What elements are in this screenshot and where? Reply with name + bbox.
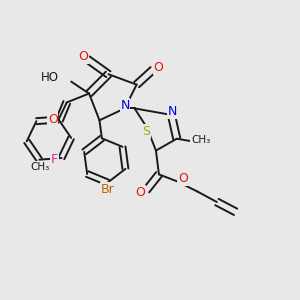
Text: HO: HO — [41, 71, 59, 84]
Text: O: O — [178, 172, 188, 185]
Text: O: O — [136, 186, 146, 199]
Text: CH₃: CH₃ — [191, 136, 210, 146]
Text: N: N — [120, 99, 130, 112]
Text: Br: Br — [100, 182, 114, 196]
Text: F: F — [51, 153, 58, 166]
Text: O: O — [153, 61, 163, 74]
Text: N: N — [168, 105, 177, 118]
Text: CH₃: CH₃ — [30, 162, 50, 172]
Text: O: O — [78, 50, 88, 64]
Text: S: S — [142, 125, 150, 138]
Text: O: O — [48, 113, 58, 126]
